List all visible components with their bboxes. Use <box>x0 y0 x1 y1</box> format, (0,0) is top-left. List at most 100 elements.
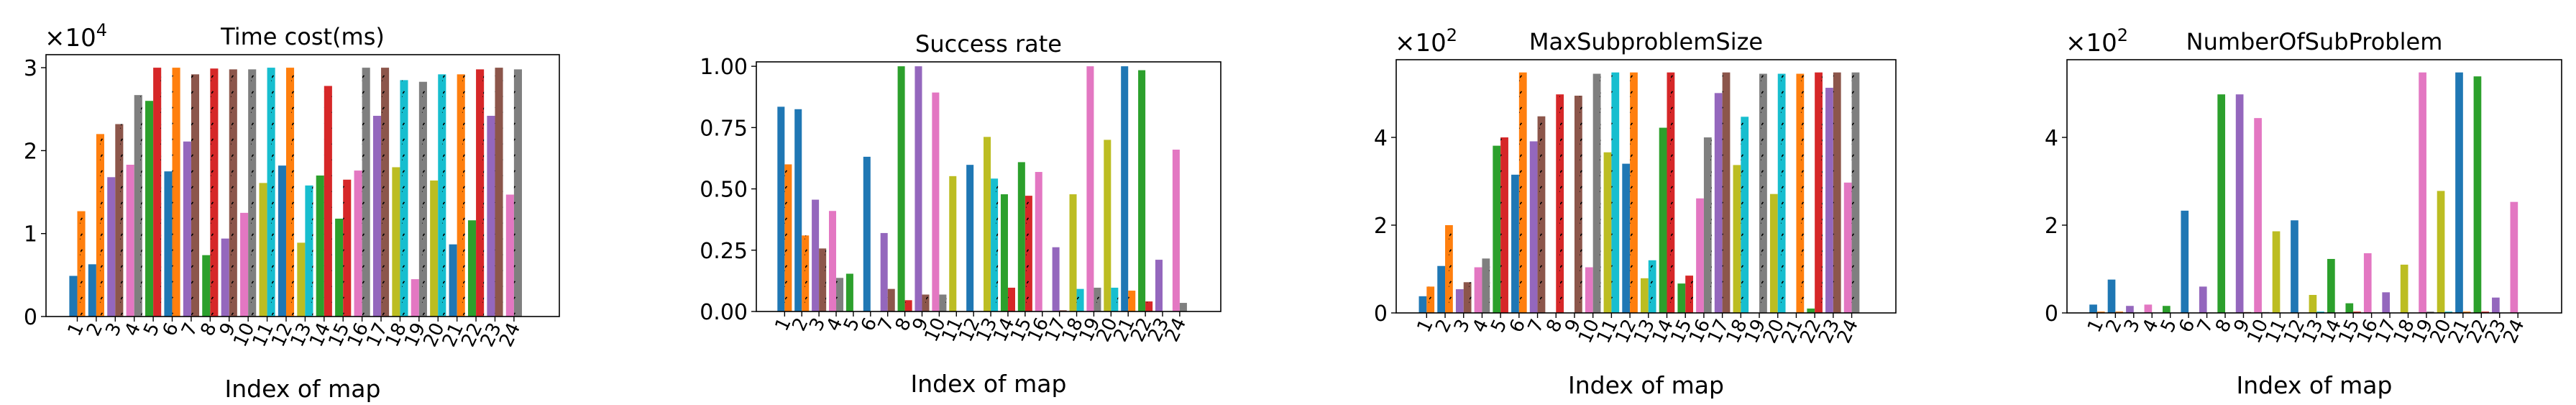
bar-hatched-map-1 <box>2096 311 2105 313</box>
bar-solid-map-4 <box>1474 267 1482 313</box>
bar-hatched-map-8 <box>904 300 912 311</box>
bar-solid-map-23 <box>1155 260 1163 311</box>
chart-title: MaxSubproblemSize <box>1529 28 1763 55</box>
bar-solid-map-12 <box>278 165 286 317</box>
bar-solid-map-19 <box>1086 66 1094 311</box>
bar-solid-map-21 <box>449 244 457 317</box>
y-tick-label: 0 <box>24 305 37 330</box>
y-tick-label: 2 <box>2045 214 2058 239</box>
y-tick-label: 0.25 <box>700 239 748 264</box>
bar-hatched-map-5 <box>153 68 162 317</box>
bar-solid-map-15 <box>2345 303 2354 313</box>
bar-solid-map-1 <box>777 106 785 312</box>
y-tick-label: 0 <box>1374 301 1388 327</box>
y-tick-label: 4 <box>1374 126 1388 151</box>
bar-hatched-map-2 <box>802 235 810 311</box>
bar-solid-map-6 <box>164 171 173 317</box>
bar-solid-map-11 <box>2272 231 2281 313</box>
bar-solid-map-10 <box>240 212 249 317</box>
bar-hatched-map-10 <box>939 294 947 311</box>
bar-solid-map-3 <box>107 177 116 317</box>
bar-solid-map-9 <box>221 238 229 317</box>
bar-hatched-map-10 <box>1592 73 1601 313</box>
bar-solid-map-8 <box>2217 94 2226 314</box>
bar-solid-map-15 <box>1677 283 1686 313</box>
bar-solid-map-20 <box>2437 191 2445 313</box>
bar-solid-map-2 <box>88 264 96 317</box>
bar-solid-map-6 <box>1511 174 1519 313</box>
bar-hatched-map-6 <box>1518 72 1527 314</box>
bar-hatched-map-16 <box>1703 137 1712 313</box>
x-tick-label: 24 <box>2499 316 2529 347</box>
bar-hatched-map-23 <box>1833 72 1841 314</box>
bar-hatched-map-18 <box>1076 288 1084 311</box>
bar-hatched-map-22 <box>1145 301 1153 311</box>
bar-hatched-map-13 <box>1648 260 1656 313</box>
bar-hatched-map-19 <box>418 81 427 317</box>
bar-hatched-map-17 <box>381 68 390 317</box>
bar-hatched-map-24 <box>513 69 522 317</box>
bar-hatched-map-13 <box>2316 311 2324 313</box>
bar-hatched-map-10 <box>248 69 257 317</box>
bar-solid-map-10 <box>2254 118 2262 314</box>
bar-hatched-map-4 <box>1482 258 1490 313</box>
y-tick-label: 1.00 <box>700 55 748 80</box>
bar-solid-map-1 <box>69 276 78 317</box>
bar-solid-map-12 <box>1622 163 1631 313</box>
bar-solid-map-17 <box>2382 292 2391 313</box>
bars <box>777 66 1187 312</box>
bar-hatched-map-23 <box>495 68 503 317</box>
bar-hatched-map-3 <box>115 124 124 317</box>
bar-hatched-map-1 <box>1426 286 1435 313</box>
bar-solid-map-7 <box>1529 141 1538 313</box>
bar-hatched-map-21 <box>2462 311 2471 313</box>
bar-hatched-map-9 <box>922 294 930 311</box>
bar-hatched-map-19 <box>1094 287 1101 311</box>
bar-hatched-map-2 <box>1445 224 1453 313</box>
bar-solid-map-6 <box>863 156 871 311</box>
bar-solid-map-16 <box>1696 198 1704 313</box>
bar-hatched-map-1 <box>77 211 86 317</box>
bar-solid-map-18 <box>1733 165 1741 313</box>
bar-hatched-map-2 <box>96 134 104 317</box>
bar-hatched-map-24 <box>1179 303 1187 311</box>
bar-solid-map-10 <box>1585 267 1593 313</box>
y-offset-multiplier: ×102 <box>2066 25 2128 58</box>
bar-solid-map-4 <box>126 165 134 317</box>
bar-solid-map-15 <box>1017 162 1025 311</box>
bar-solid-map-23 <box>2492 297 2500 313</box>
bar-solid-map-5 <box>2163 306 2171 313</box>
bar-solid-map-12 <box>2291 220 2298 313</box>
bar-hatched-map-19 <box>1759 73 1767 313</box>
bar-hatched-map-9 <box>1574 96 1582 313</box>
bar-hatched-map-15 <box>1685 276 1694 313</box>
bars <box>1418 72 1860 314</box>
bar-hatched-map-21 <box>1796 73 1805 313</box>
bar-hatched-map-19 <box>2426 311 2434 313</box>
x-axis-label: Index of map <box>225 375 381 403</box>
bar-solid-map-18 <box>392 167 400 317</box>
bar-solid-map-3 <box>812 199 820 311</box>
bar-solid-map-7 <box>183 141 191 317</box>
y-tick-label: 0.50 <box>700 178 748 203</box>
y-tick-label: 2 <box>24 139 37 164</box>
bar-solid-map-13 <box>2309 294 2317 313</box>
chart-title: Success rate <box>915 30 1062 58</box>
bar-hatched-map-12 <box>1630 72 1638 314</box>
y-tick-label: 0.75 <box>700 116 748 141</box>
bar-solid-map-5 <box>1493 145 1501 313</box>
bar-hatched-map-11 <box>1611 72 1620 314</box>
bar-hatched-map-15 <box>343 179 352 317</box>
bar-solid-map-20 <box>1769 194 1778 313</box>
bar-solid-map-5 <box>145 101 154 317</box>
bar-solid-map-18 <box>1069 194 1077 311</box>
bar-hatched-map-20 <box>1777 73 1786 313</box>
bar-hatched-map-14 <box>324 86 332 317</box>
bar-solid-map-2 <box>2107 279 2116 313</box>
bar-solid-map-7 <box>2199 286 2207 313</box>
bar-solid-map-9 <box>915 66 922 311</box>
bar-solid-map-14 <box>316 175 324 317</box>
bar-solid-map-8 <box>897 66 905 311</box>
y-tick-label: 0 <box>2045 301 2058 327</box>
